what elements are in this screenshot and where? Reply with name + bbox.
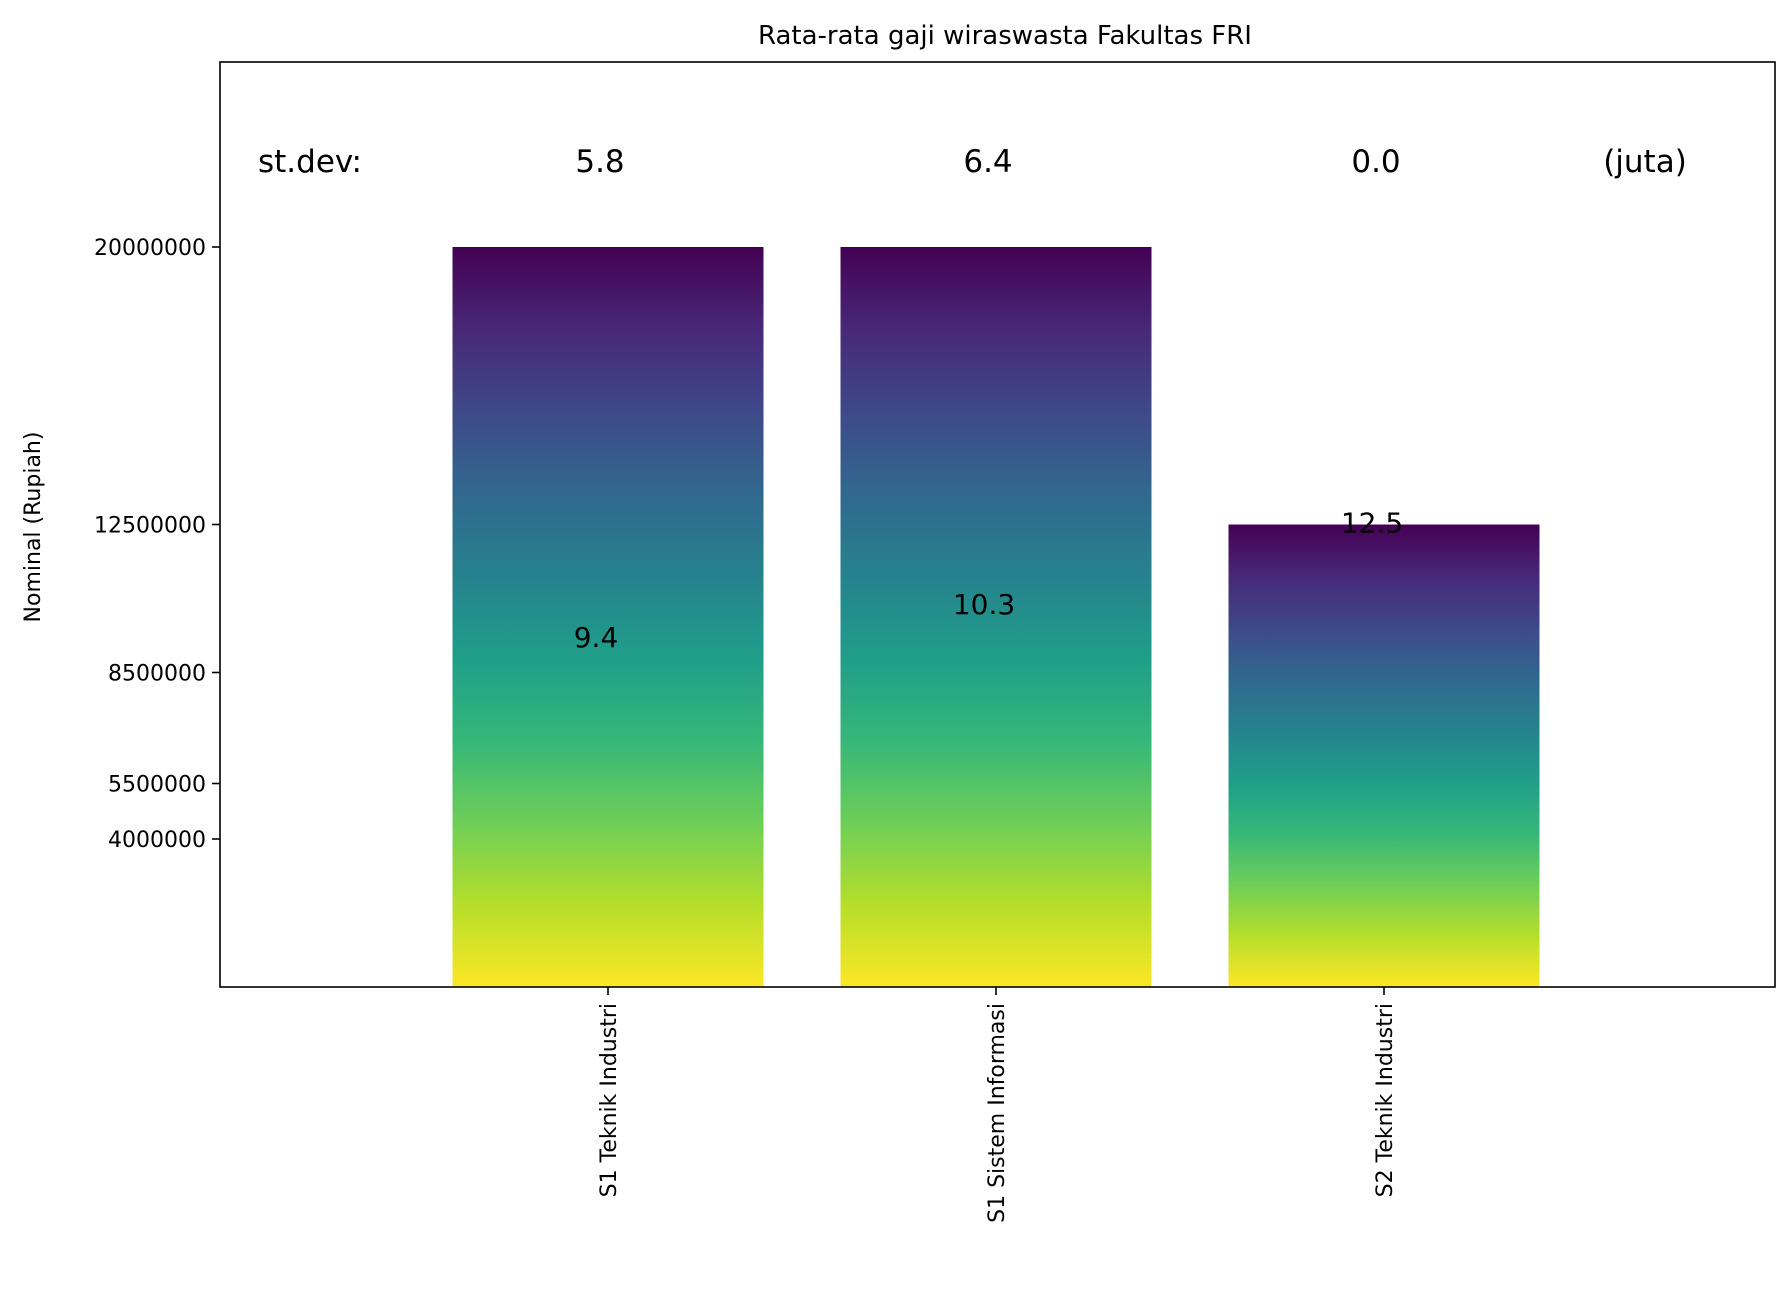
y-tick-label: 4000000 xyxy=(108,828,206,853)
x-tick-label: S1 Teknik Industri xyxy=(597,1003,622,1197)
bar-value-label: 10.3 xyxy=(953,588,1015,621)
stdev-value: 5.8 xyxy=(575,144,624,180)
x-tick-label: S1 Sistem Informasi xyxy=(985,1003,1010,1223)
x-tick-label: S2 Teknik Industri xyxy=(1373,1003,1398,1197)
chart-title: Rata-rata gaji wiraswasta Fakultas FRI xyxy=(758,21,1252,51)
stdev-unit: (juta) xyxy=(1603,144,1687,180)
bar-value-label: 9.4 xyxy=(574,621,619,654)
y-axis: 4000000 5500000 8500000 12500000 20000000 xyxy=(94,236,220,853)
bar-3 xyxy=(1228,524,1540,987)
x-axis: S1 Teknik Industri S1 Sistem Informasi S2 … xyxy=(597,987,1398,1223)
y-axis-label: Nominal (Rupiah) xyxy=(21,432,46,623)
y-tick-label: 12500000 xyxy=(94,514,206,539)
stdev-value: 0.0 xyxy=(1351,144,1400,180)
y-tick-label: 5500000 xyxy=(108,773,206,798)
plot-frame xyxy=(219,61,1776,988)
bar-1 xyxy=(452,247,764,987)
stdev-value: 6.4 xyxy=(963,144,1012,180)
stdev-label: st.dev: xyxy=(258,144,362,180)
y-tick-label: 20000000 xyxy=(94,236,206,261)
bars-group xyxy=(452,247,1540,987)
bar-2 xyxy=(840,247,1152,987)
bar-value-label: 12.5 xyxy=(1341,507,1403,540)
bar-labels-group: 9.4 5.8 10.3 6.4 12.5 0.0 xyxy=(574,144,1403,654)
y-tick-label: 8500000 xyxy=(108,662,206,687)
